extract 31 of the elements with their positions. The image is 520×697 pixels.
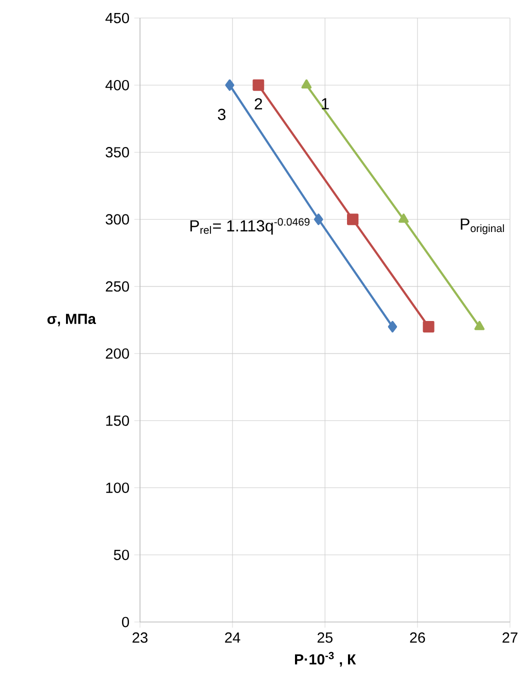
point xyxy=(388,320,398,332)
y-tick-label: 0 xyxy=(122,616,130,628)
x-tick-label: 25 xyxy=(318,632,333,643)
x-tick-label: 26 xyxy=(410,632,425,643)
y-tick-label: 150 xyxy=(106,415,130,426)
x-tick-label: 27 xyxy=(502,632,518,643)
annotation: P$_{rel}$= 1.113q$^{-0.0469}$ xyxy=(190,218,310,235)
series-label: 1 xyxy=(322,98,329,110)
y-tick-label: 400 xyxy=(105,80,130,90)
x-tick-label: 23 xyxy=(132,632,148,643)
point xyxy=(314,214,324,226)
point xyxy=(347,214,358,226)
y-tick-label: 300 xyxy=(106,214,130,225)
point xyxy=(225,79,234,91)
y-tick-label: 250 xyxy=(106,281,130,292)
y-axis-title: σ, МПа xyxy=(47,314,96,326)
point xyxy=(422,320,434,332)
point xyxy=(301,79,312,89)
x-tick-label: 24 xyxy=(225,632,240,643)
y-tick-label: 100 xyxy=(106,482,130,493)
y-tick-label: 50 xyxy=(114,550,130,560)
x-axis-title: P·10$^{-3}$ , К xyxy=(295,652,356,667)
y-tick-label: 350 xyxy=(106,147,130,158)
y-tick-label: 200 xyxy=(106,348,130,359)
annotation: P$_{original}$ xyxy=(460,218,504,234)
series-label: 2 xyxy=(254,98,262,110)
y-tick-label: 450 xyxy=(105,12,130,24)
point xyxy=(252,79,264,91)
series-label: 3 xyxy=(218,108,226,120)
point xyxy=(474,320,485,330)
point xyxy=(398,214,409,223)
